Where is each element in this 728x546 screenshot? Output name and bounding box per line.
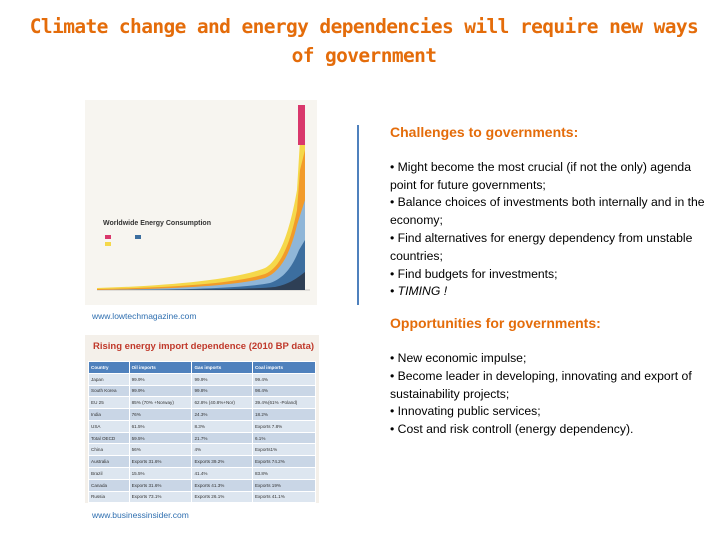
table-row: Canada Exports 31.6% Exports 41.3% Exports … [88,478,317,492]
table-cell: Exports 31.6% [128,455,193,469]
divider [357,125,359,305]
table-cell: Total OECD [88,431,130,445]
table-cell: Exports 74.2% [251,455,317,469]
table-row: South Korea 99.9% 99.8% 98.4% [88,384,317,398]
heading: Challenges to governments: [390,124,579,140]
table-cell: 85% (70% +Norway) [128,396,193,410]
table-title: Rising energy import dependence (2010 BP… [93,341,315,352]
table-cell: Exports 41.3% [191,478,253,492]
table-cell: 21.7% [191,431,253,445]
list-item: • Balance choices of investments both in… [390,195,705,228]
table-row: Japan 99.9% 99.9% 99.4% [88,372,317,386]
slide-title: Climate change and energy dependencies w… [29,15,699,67]
table-cell: 62.8% (40.8%+Nor) [191,396,253,410]
table-cell: 99.9% [191,372,253,386]
challenges: Challenges to governments: • Might becom… [390,124,710,301]
table-cell: Canada [88,478,130,492]
table-cell: Russia [88,490,130,504]
import-table: Country Oil imports Gas imports Coal import… [88,361,317,504]
table-cell: Exports 19% [251,478,317,492]
table-cell: Exports 41.1% [251,490,317,504]
table-cell: Exports 31.6% [128,478,193,492]
table-cell: 99.9% [128,372,193,386]
table-cell: Country [88,361,130,374]
table-cell: Exports 7.8% [251,419,317,433]
table-cell: Japan [88,372,130,386]
table-image: Rising energy import dependence (2010 BP… [85,335,319,504]
source-link: www.lowtechmagazine.com [92,311,197,321]
table-cell: Coal imports [251,361,317,374]
table-row: India 76% 24.3% 18.2% [88,408,317,421]
table-cell: 15.5% [128,467,193,480]
list-item: • Become leader in developing, innovatin… [390,368,692,401]
list: • Might become the most crucial (if not … [390,159,710,301]
table-cell: 61.5% [128,419,193,433]
table-row: Total OECD 59.5% 21.7% 6.1% [88,431,317,445]
table-cell: 4% [191,443,253,457]
table-cell: Australia [88,455,130,469]
table-cell: South Korea [88,384,130,398]
table-cell: 76% [128,408,193,421]
area [298,105,305,145]
list-item: • Cost and risk controll (energy depende… [390,422,634,437]
table-cell: Exports 26.1% [191,490,253,504]
table-row: Australia Exports 31.6% Exports 39.2% Expor… [88,455,317,469]
table-cell: 99.8% [191,384,253,398]
table-cell: India [88,408,130,421]
table-cell: 24.3% [191,408,253,421]
table-cell: 18.2% [251,408,317,421]
table-cell: 98.4% [251,384,317,398]
opportunities: Opportunities for governments: • New eco… [390,315,710,439]
list-item: • Might become the most crucial (if not … [390,159,691,192]
list-item: • TIMING ! [390,284,448,299]
table-cell: Oil imports [128,361,193,374]
table-cell: 8.3% [191,419,253,433]
chart-caption: Worldwide Energy Consumption [103,220,211,227]
table-row: Russia Exports 73.1% Exports 26.1% Exports … [88,490,317,504]
list-item: • Find alternatives for energy dependenc… [390,230,693,263]
table-cell: 99.4% [251,372,317,386]
legend-swatch [105,242,111,246]
table-cell: 56% [128,443,193,457]
energy-chart-image: Worldwide Energy Consumption [85,100,317,305]
table-cell: EU 25 [88,396,130,410]
table-row: China 56% 4% Exports1% [88,443,317,457]
table-cell: Gas imports [191,361,253,374]
table-cell: 39.4%(61% -Poland) [251,396,317,410]
list-item: • New economic impulse; [390,350,527,365]
table-cell: 59.5% [128,431,193,445]
area [97,272,305,290]
table-cell: 83.8% [251,467,317,480]
heading: Opportunities for governments: [390,315,601,332]
table-cell: China [88,443,130,457]
table-cell: 6.1% [251,431,317,445]
list-item: • Innovating public services; [390,404,541,419]
list-item: • Find budgets for investments; [390,266,558,281]
table-cell: 99.9% [128,384,193,398]
table-cell: Exports1% [251,443,317,457]
legend-swatch [105,235,111,239]
table-cell: 41.4% [191,467,253,480]
table-row: EU 25 85% (70% +Norway) 62.8% (40.8%+Nor) 3… [88,396,317,410]
table-row: USA 61.5% 8.3% Exports 7.8% [88,419,317,433]
table-cell: Brazil [88,467,130,480]
legend-swatch [135,235,141,239]
table-row: Brazil 15.5% 41.4% 83.8% [88,467,317,480]
table-row: Country Oil imports Gas imports Coal import… [88,361,317,374]
text-column: Challenges to governments: • Might becom… [390,124,710,439]
table-cell: Exports 73.1% [128,490,193,504]
table-cell: USA [88,419,130,433]
table-cell: Exports 39.2% [191,455,253,469]
source-link: www.businessinsider.com [92,510,189,520]
list: • New economic impulse; • Become leader i… [390,350,710,439]
